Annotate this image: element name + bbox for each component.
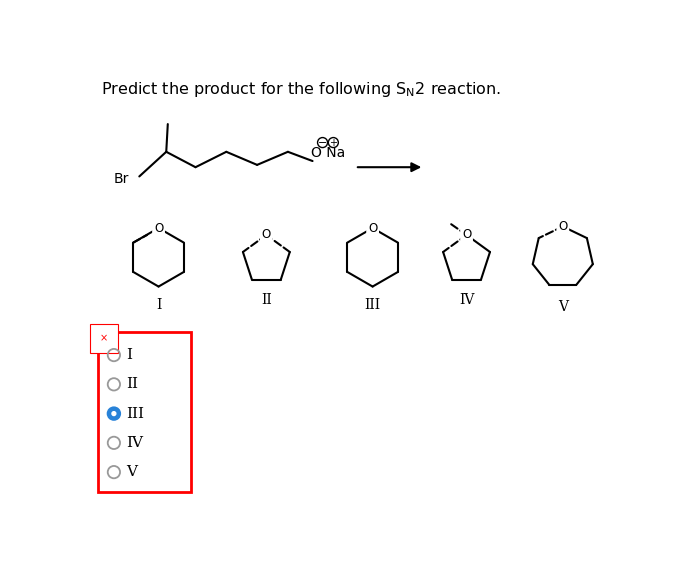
FancyBboxPatch shape bbox=[99, 332, 191, 492]
Text: O: O bbox=[462, 228, 471, 241]
Text: −: − bbox=[318, 137, 327, 148]
Text: Br: Br bbox=[114, 172, 130, 186]
Text: O: O bbox=[154, 221, 163, 235]
Text: II: II bbox=[126, 378, 138, 391]
Text: III: III bbox=[365, 298, 381, 312]
Text: ×: × bbox=[100, 333, 108, 344]
Text: I: I bbox=[156, 298, 161, 312]
Text: IV: IV bbox=[126, 436, 144, 450]
Text: O Na: O Na bbox=[311, 146, 345, 160]
Text: II: II bbox=[261, 293, 272, 307]
Circle shape bbox=[108, 407, 120, 420]
Text: V: V bbox=[126, 465, 137, 479]
Text: Predict the product for the following S$_\mathrm{N}$2 reaction.: Predict the product for the following S$… bbox=[101, 80, 500, 99]
Text: I: I bbox=[126, 348, 132, 362]
Text: O: O bbox=[558, 220, 568, 233]
Text: O: O bbox=[262, 228, 271, 241]
Text: V: V bbox=[558, 300, 568, 313]
Text: O: O bbox=[368, 221, 377, 235]
Text: IV: IV bbox=[459, 293, 474, 307]
Text: III: III bbox=[126, 407, 144, 420]
Text: +: + bbox=[329, 137, 337, 148]
Circle shape bbox=[112, 412, 116, 415]
